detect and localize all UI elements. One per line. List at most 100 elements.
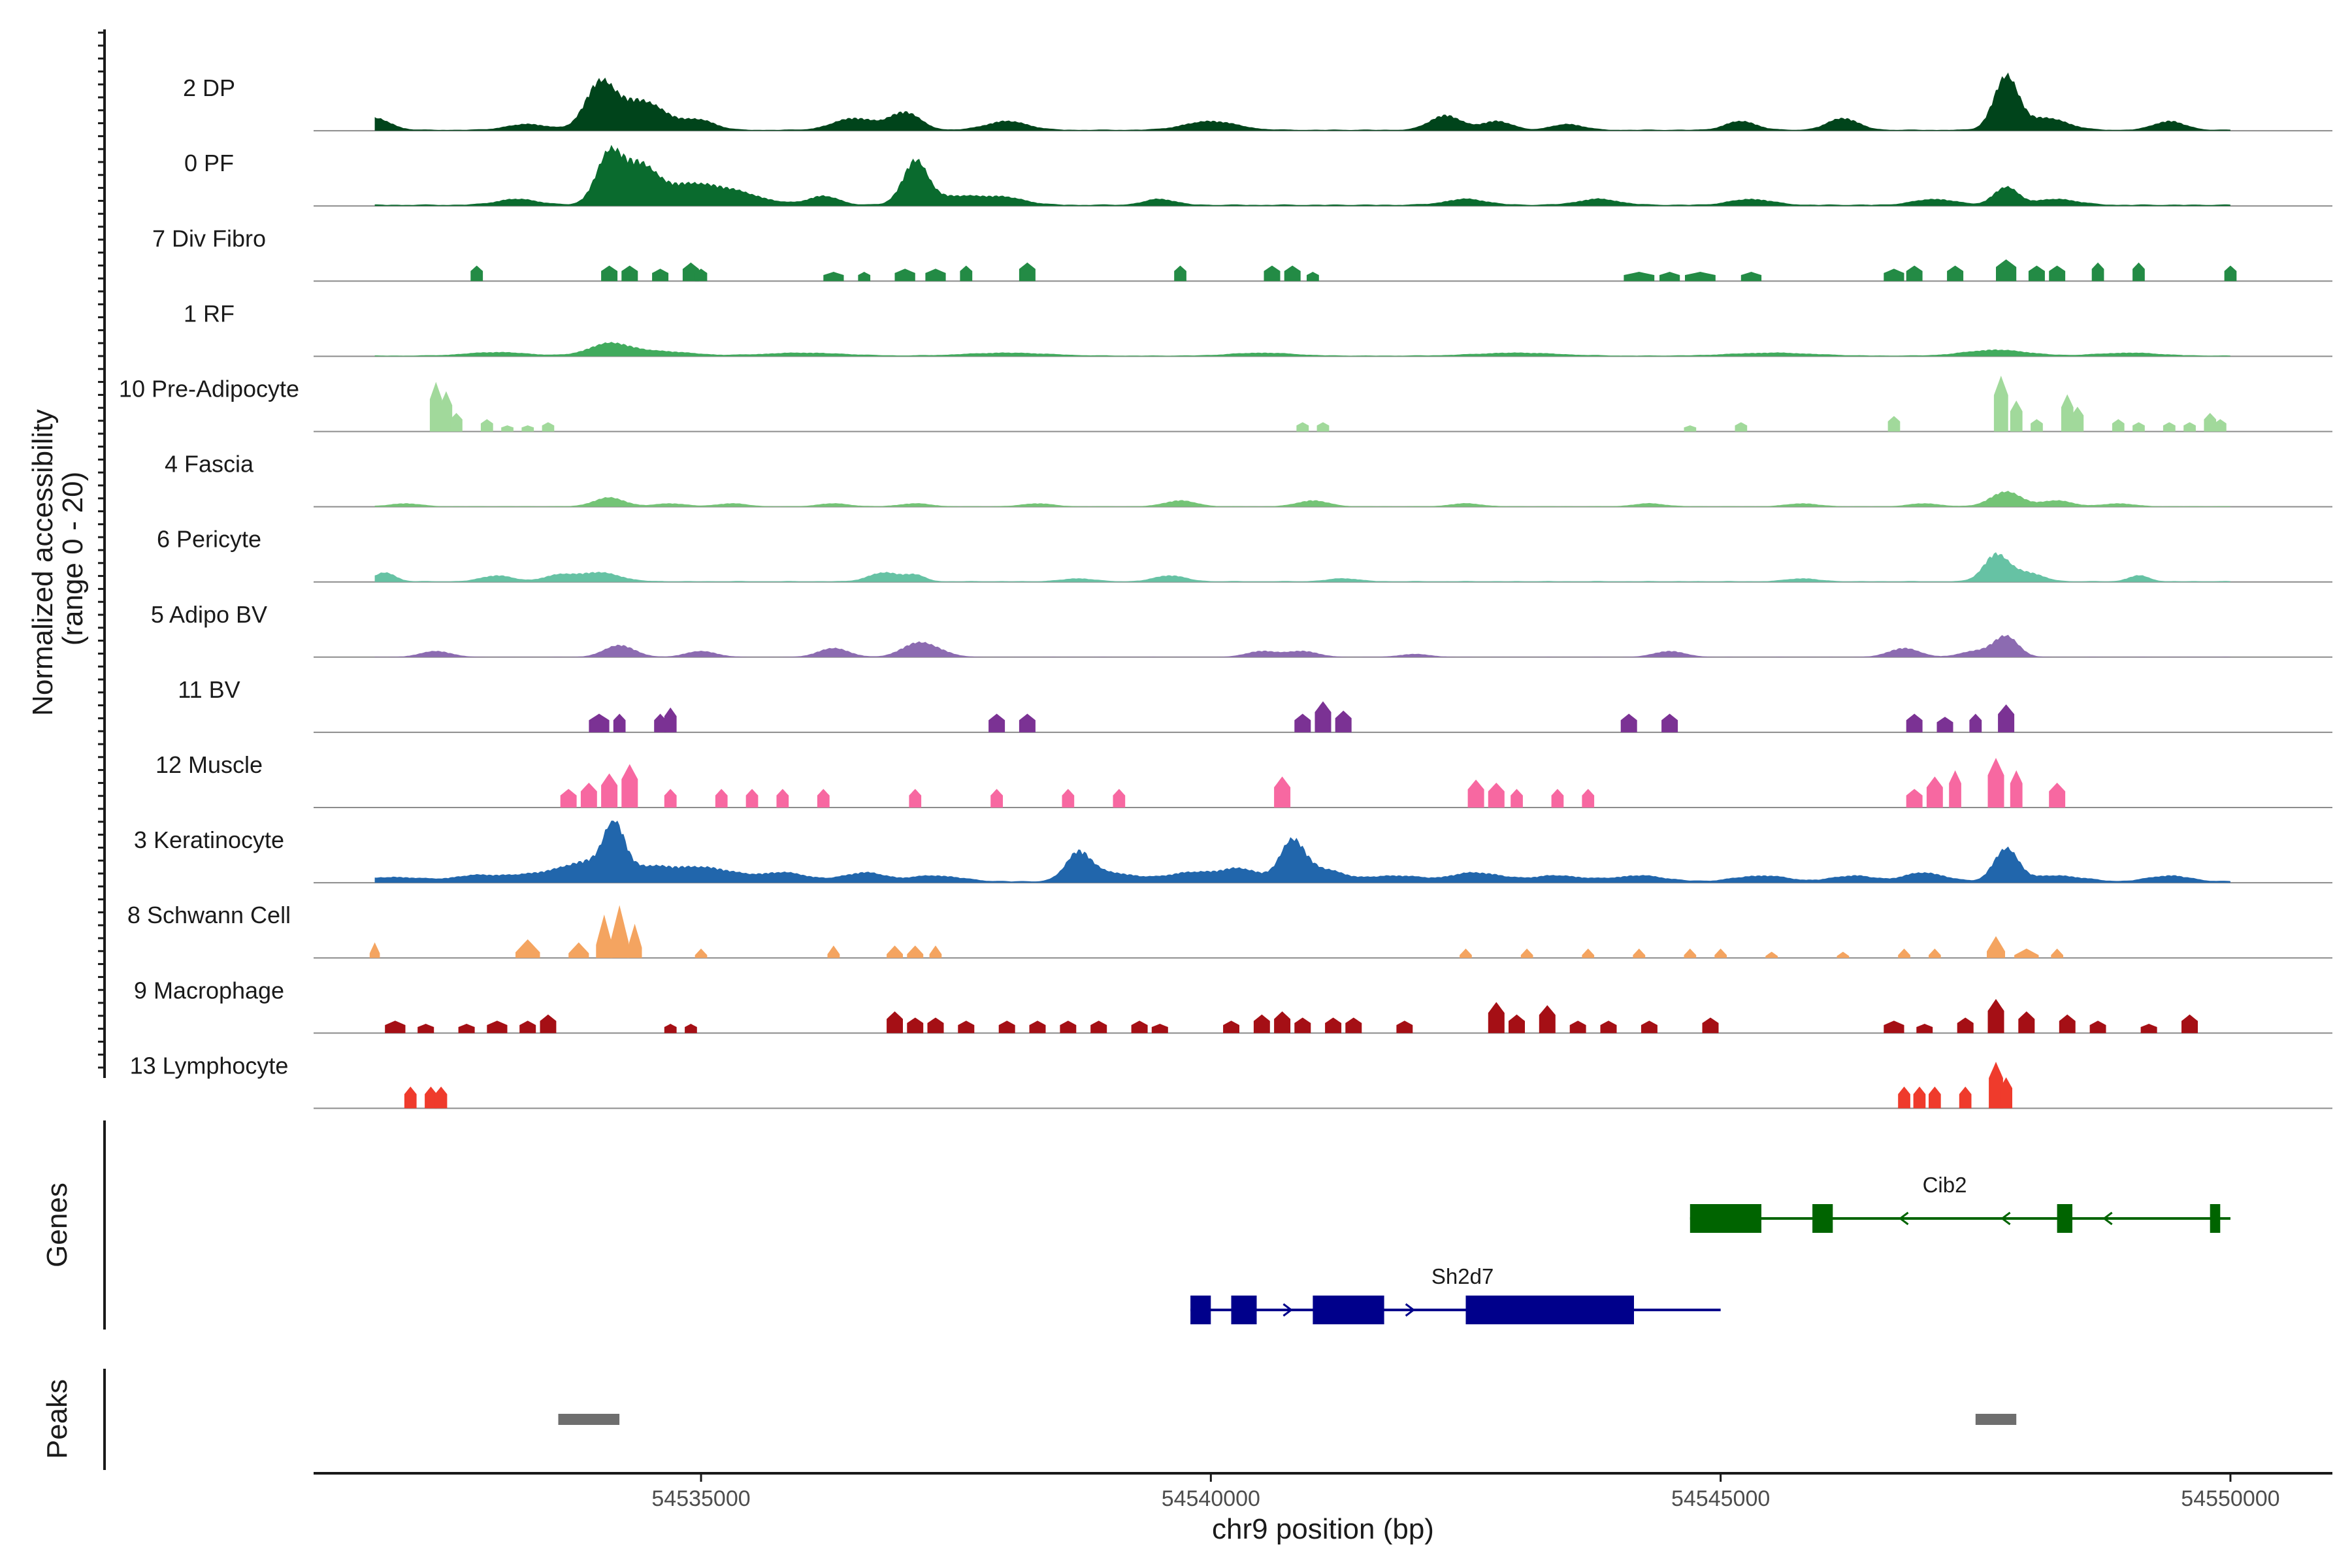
coverage-peak — [1294, 1017, 1311, 1034]
track-11-bv: 11 BV — [178, 676, 2332, 733]
coverage-peak — [2089, 1021, 2106, 1034]
coverage-peak — [1996, 259, 2017, 282]
coverage-peak — [1926, 776, 1943, 808]
coverage-peak — [1396, 1021, 1413, 1034]
coverage-area — [374, 491, 2230, 507]
coverage-peak — [694, 269, 708, 282]
coverage-peak — [1684, 425, 1697, 432]
coverage-peak — [1019, 262, 1036, 282]
track-label: 4 Fascia — [165, 451, 254, 478]
coverage-area — [374, 144, 2230, 206]
coverage-peak — [1113, 789, 1126, 808]
track-label: 11 BV — [178, 676, 240, 703]
coverage-peak — [2132, 422, 2145, 432]
track-7-div-fibro: 7 Div Fibro — [152, 225, 2332, 282]
coverage-peak — [1582, 789, 1595, 808]
gene-label: Sh2d7 — [1431, 1264, 1494, 1288]
y-axis-title-line1: Normalized accessibility — [27, 409, 59, 715]
x-axis-ticks: 54535000 54540000 54545000 54550000 — [651, 1473, 2280, 1511]
coverage-peak — [1509, 1014, 1525, 1034]
coverage-peak — [1520, 948, 1533, 958]
coverage-peak — [1294, 713, 1311, 732]
coverage-peak — [1929, 1086, 1941, 1109]
strand-arrow — [1507, 1303, 1518, 1317]
peaks-panel — [558, 1414, 2017, 1425]
coverage-area — [374, 342, 2230, 357]
coverage-peak — [1264, 265, 1281, 282]
coverage-peak — [1735, 422, 1748, 432]
coverage-peak — [1898, 948, 1910, 958]
coverage-peak — [1174, 265, 1186, 282]
coverage-peak — [1551, 789, 1564, 808]
coverage-peak — [1151, 1024, 1168, 1034]
coverage-peak — [990, 789, 1003, 808]
coverage-peak — [664, 707, 677, 732]
coverage-peak — [540, 1014, 557, 1034]
coverage-peak — [960, 265, 973, 282]
coverage-peak — [458, 1024, 475, 1034]
coverage-peak — [1641, 1021, 1658, 1034]
coverage-peak — [1467, 779, 1484, 808]
coverage-peak — [2049, 783, 2066, 808]
coverage-peak — [404, 1086, 417, 1109]
track-13-lymphocyte: 13 Lymphocyte — [130, 1052, 2332, 1109]
coverage-peak — [369, 942, 380, 958]
coverage-peak — [1062, 789, 1075, 808]
coverage-peak — [1131, 1021, 1148, 1034]
coverage-peak — [2181, 1014, 2198, 1034]
coverage-peak — [519, 1021, 536, 1034]
track-label: 6 Pericyte — [157, 526, 261, 553]
coverage-peak — [627, 923, 642, 958]
track-3-keratinocyte: 3 Keratinocyte — [134, 821, 2332, 884]
track-label: 3 Keratinocyte — [134, 826, 284, 853]
coverage-peak — [664, 789, 677, 808]
coverage-peak — [909, 789, 922, 808]
coverage-peak — [1511, 789, 1523, 808]
coverage-area — [374, 634, 2230, 657]
coverage-peak — [1702, 1017, 1719, 1034]
coverage-peak — [1019, 713, 1036, 732]
coverage-peak — [2071, 406, 2084, 432]
coverage-peak — [2051, 948, 2063, 958]
gene-sh2d7: Sh2d7 — [1190, 1264, 1721, 1324]
coverage-peak — [515, 939, 540, 958]
coverage-peak — [1714, 948, 1727, 958]
coverage-peak — [1740, 272, 1762, 282]
coverage-peak — [685, 1024, 697, 1034]
track-1-rf: 1 RF — [184, 300, 2332, 357]
coverage-peak — [925, 269, 946, 282]
track-10-pre-adipocyte: 10 Pre-Adipocyte — [119, 376, 2332, 433]
coverage-peak — [1929, 948, 1941, 958]
coverage-peak — [2204, 413, 2217, 432]
gene-label: Cib2 — [1923, 1173, 1967, 1197]
coverage-peak — [1913, 1086, 1926, 1109]
coverage-peak — [434, 1086, 448, 1109]
gene-exon — [1231, 1296, 1257, 1324]
strand-arrow — [1899, 1211, 1909, 1226]
coverage-peak — [907, 1017, 924, 1034]
coverage-peak — [1906, 789, 1923, 808]
gene-exon — [1690, 1204, 1761, 1233]
coverage-peak — [1624, 272, 1655, 282]
track-5-adipo-bv: 5 Adipo BV — [151, 601, 2332, 658]
track-label: 12 Muscle — [155, 751, 263, 778]
track-label: 7 Div Fibro — [152, 225, 266, 252]
coverage-peak — [907, 945, 924, 958]
genes-side-title: Genes — [41, 1183, 73, 1267]
coverage-peak — [2061, 394, 2074, 432]
gene-exon — [1812, 1204, 1833, 1233]
coverage-peak — [580, 783, 597, 808]
x-tick-label: 54535000 — [651, 1486, 750, 1511]
coverage-peak — [2183, 422, 2196, 432]
coverage-peak — [929, 945, 942, 958]
coverage-peak — [601, 773, 618, 808]
coverage-peak — [1884, 1021, 1904, 1034]
coverage-peak — [1887, 416, 1901, 432]
coverage-peak — [998, 1021, 1015, 1034]
coverage-peak — [450, 413, 463, 432]
coverage-peak — [988, 713, 1005, 732]
x-tick-label: 54545000 — [1671, 1486, 1770, 1511]
coverage-peak — [429, 382, 442, 432]
coverage-peak — [827, 945, 840, 958]
coverage-peak — [470, 265, 483, 282]
